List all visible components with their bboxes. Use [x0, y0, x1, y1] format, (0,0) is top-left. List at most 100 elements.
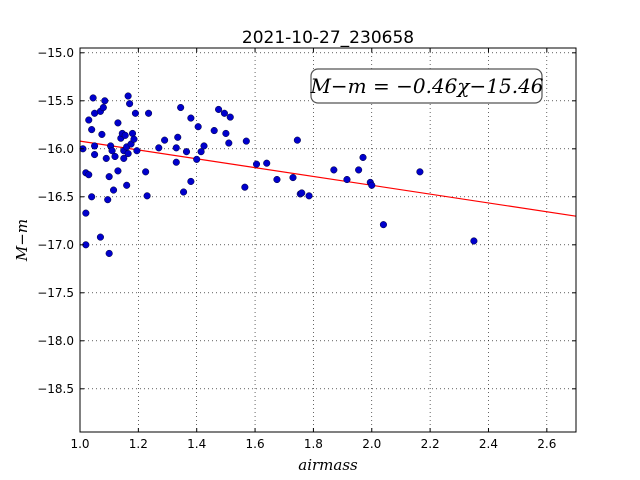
data-point	[123, 181, 131, 189]
x-tick-label: 2.4	[479, 437, 498, 451]
data-point	[368, 181, 376, 189]
chart-title: 2021-10-27_230658	[242, 28, 414, 48]
data-point	[222, 129, 230, 137]
y-axis-label: M−m	[13, 219, 31, 262]
data-point	[355, 166, 363, 174]
data-point	[133, 147, 141, 155]
data-point	[131, 109, 139, 117]
y-tick-label: −17.0	[37, 238, 74, 252]
y-tick-label: −16.5	[37, 190, 74, 204]
data-point	[108, 147, 116, 155]
data-point	[416, 168, 424, 176]
data-point	[101, 97, 109, 105]
data-point	[143, 192, 151, 200]
data-point	[120, 154, 128, 162]
x-tick-labels: 1.0 1.2 1.4 1.6 1.8 2.0 2.2 2.4 2.6	[70, 437, 556, 451]
x-tick-label: 2.2	[421, 437, 440, 451]
y-tick-label: −16.0	[37, 142, 74, 156]
y-tick-label: −18.0	[37, 334, 74, 348]
plot-area-frame	[79, 47, 577, 433]
fit-line-group	[79, 140, 577, 217]
axis-ticks	[79, 48, 576, 432]
x-tick-label: 2.0	[362, 437, 381, 451]
data-point	[289, 174, 297, 182]
data-point	[263, 159, 271, 167]
data-point	[180, 188, 188, 196]
x-tick-label: 2.6	[537, 437, 556, 451]
data-point	[82, 209, 90, 217]
y-tick-labels: −15.0 −15.5 −16.0 −16.5 −17.0 −17.5 −18.0 −18.5	[37, 46, 74, 396]
data-point	[330, 166, 338, 174]
data-point	[194, 123, 202, 131]
data-point	[155, 144, 163, 152]
data-point	[98, 130, 106, 138]
y-tick-label: −17.5	[37, 286, 74, 300]
data-point	[177, 103, 185, 112]
data-point	[105, 249, 113, 257]
data-point	[200, 142, 208, 150]
annotation-text: M−m = −0.46χ−15.46	[309, 74, 543, 98]
data-point	[187, 177, 195, 185]
data-point	[379, 221, 387, 229]
data-point	[172, 144, 180, 152]
data-point	[172, 158, 180, 166]
x-tick-label: 1.0	[70, 437, 89, 451]
data-point	[293, 136, 301, 144]
data-point	[124, 150, 132, 158]
data-point	[226, 113, 234, 121]
annotation-box	[310, 68, 543, 104]
data-point	[187, 114, 195, 122]
data-point	[110, 186, 118, 194]
data-point	[130, 135, 138, 143]
data-point	[359, 153, 367, 161]
data-points	[79, 92, 478, 257]
data-point	[105, 173, 113, 181]
data-point	[96, 233, 104, 241]
data-point	[305, 192, 313, 200]
data-point	[104, 196, 112, 204]
data-point	[99, 103, 107, 112]
data-point	[273, 175, 281, 184]
data-point	[114, 167, 122, 175]
data-point	[241, 183, 249, 191]
x-tick-label: 1.6	[246, 437, 265, 451]
data-point	[242, 137, 250, 145]
data-point	[193, 155, 201, 163]
data-point	[215, 105, 223, 113]
data-point	[161, 136, 169, 144]
y-tick-label: −18.5	[37, 382, 74, 396]
data-point	[470, 237, 478, 245]
x-tick-label: 1.4	[187, 437, 206, 451]
data-point	[85, 116, 93, 124]
data-point	[121, 131, 129, 139]
data-point	[225, 139, 233, 147]
data-point	[88, 126, 96, 134]
data-point	[124, 92, 132, 100]
data-point	[145, 109, 153, 117]
fit-annotation: M−m = −0.46χ−15.46	[309, 68, 544, 104]
data-point	[88, 193, 96, 201]
y-tick-label: −15.5	[37, 94, 74, 108]
data-point	[128, 129, 137, 137]
data-point	[102, 154, 110, 162]
data-point	[111, 152, 119, 161]
data-point	[89, 94, 97, 102]
data-point	[182, 148, 191, 156]
data-point	[126, 100, 134, 108]
data-point	[210, 127, 218, 135]
data-point	[343, 175, 351, 184]
data-point	[197, 148, 205, 156]
x-tick-label: 1.8	[304, 437, 323, 451]
y-tick-label: −15.0	[37, 46, 74, 60]
fit-line	[79, 140, 577, 217]
data-point	[174, 133, 182, 141]
data-point	[142, 168, 150, 176]
data-point	[298, 189, 306, 197]
data-point	[91, 142, 99, 150]
data-point	[220, 109, 228, 117]
data-point	[91, 151, 99, 159]
x-tick-label: 1.2	[129, 437, 148, 451]
data-point	[114, 119, 122, 127]
x-axis-label: airmass	[298, 456, 358, 474]
